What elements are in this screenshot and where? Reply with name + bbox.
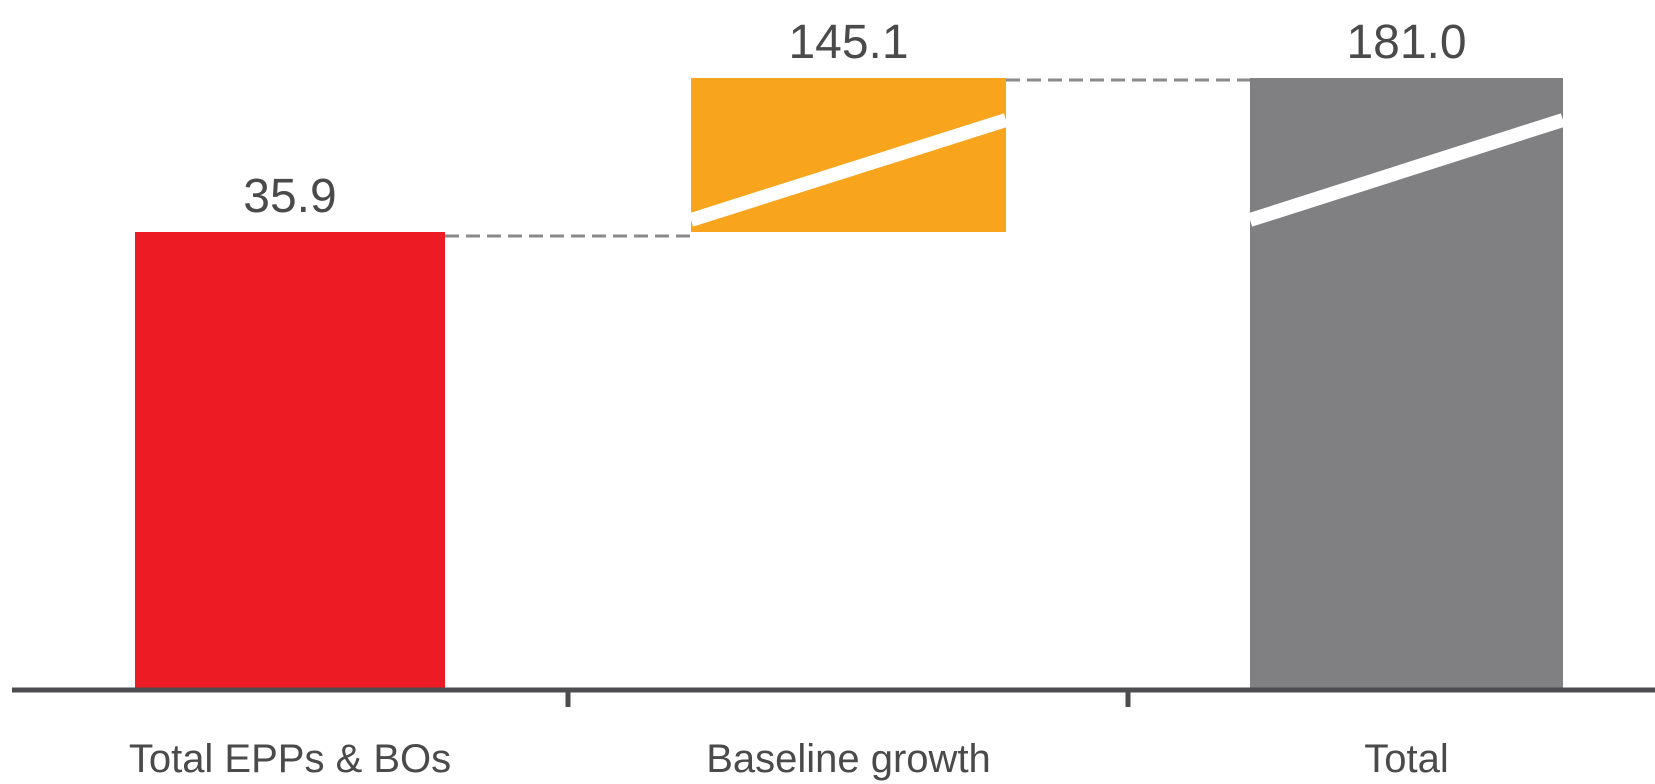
bar-2 bbox=[1250, 78, 1563, 690]
value-label-1: 145.1 bbox=[788, 16, 908, 69]
value-labels: 35.9 145.1 181.0 bbox=[243, 16, 1466, 223]
category-labels: Total EPPs & BOs Baseline growth Total bbox=[129, 737, 1449, 781]
category-label-2: Total bbox=[1364, 737, 1449, 781]
bars-group bbox=[135, 78, 1563, 690]
category-label-0: Total EPPs & BOs bbox=[129, 737, 451, 781]
value-label-0: 35.9 bbox=[243, 170, 336, 223]
break-mark-2 bbox=[1247, 113, 1566, 227]
axis-break-marks bbox=[688, 113, 1566, 227]
category-label-1: Baseline growth bbox=[706, 737, 991, 781]
bar-0 bbox=[135, 232, 445, 690]
value-label-2: 181.0 bbox=[1346, 16, 1466, 69]
x-axis bbox=[12, 687, 1655, 707]
break-mark-1 bbox=[688, 113, 1009, 227]
